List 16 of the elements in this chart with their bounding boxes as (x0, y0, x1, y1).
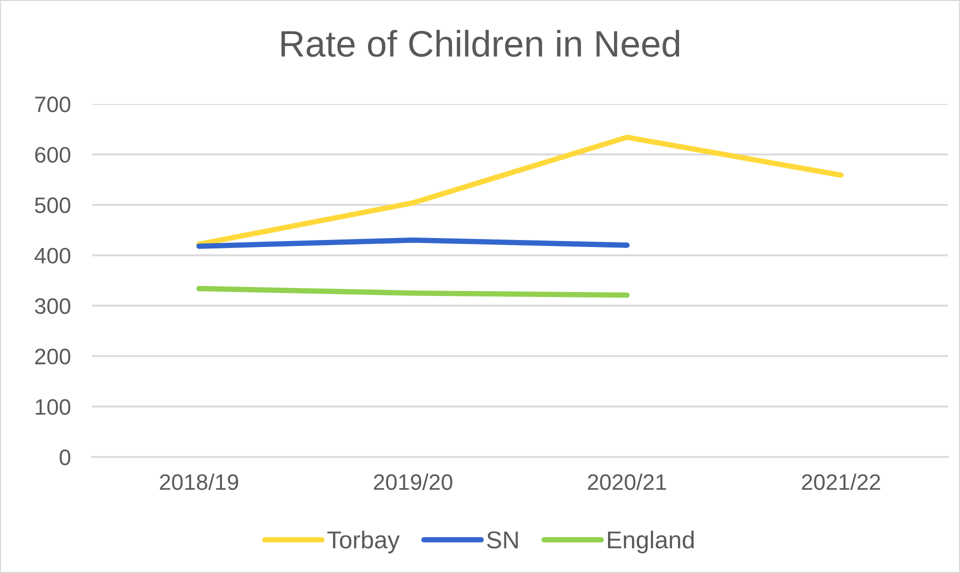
x-tick-label: 2018/19 (160, 474, 238, 490)
legend-label: SN (487, 531, 518, 549)
y-tick-label: 200 (35, 348, 70, 364)
y-tick-label: 100 (36, 399, 70, 415)
legend-label: Torbay (327, 530, 400, 554)
chart-title: Rate of Children in Need (282, 30, 680, 57)
legend-label: England (608, 530, 694, 554)
y-tick-label: 500 (34, 197, 70, 214)
x-tick-label: 2021/22 (802, 474, 880, 490)
y-tick-label: 400 (34, 248, 70, 264)
y-tick-label: 600 (35, 146, 70, 163)
x-tick-label: 2020/21 (588, 474, 666, 490)
x-tick-label: 2019/20 (374, 474, 452, 490)
y-tick-label: 0 (60, 450, 70, 466)
y-tick-label: 300 (34, 298, 70, 314)
y-tick-label: 700 (35, 96, 70, 112)
